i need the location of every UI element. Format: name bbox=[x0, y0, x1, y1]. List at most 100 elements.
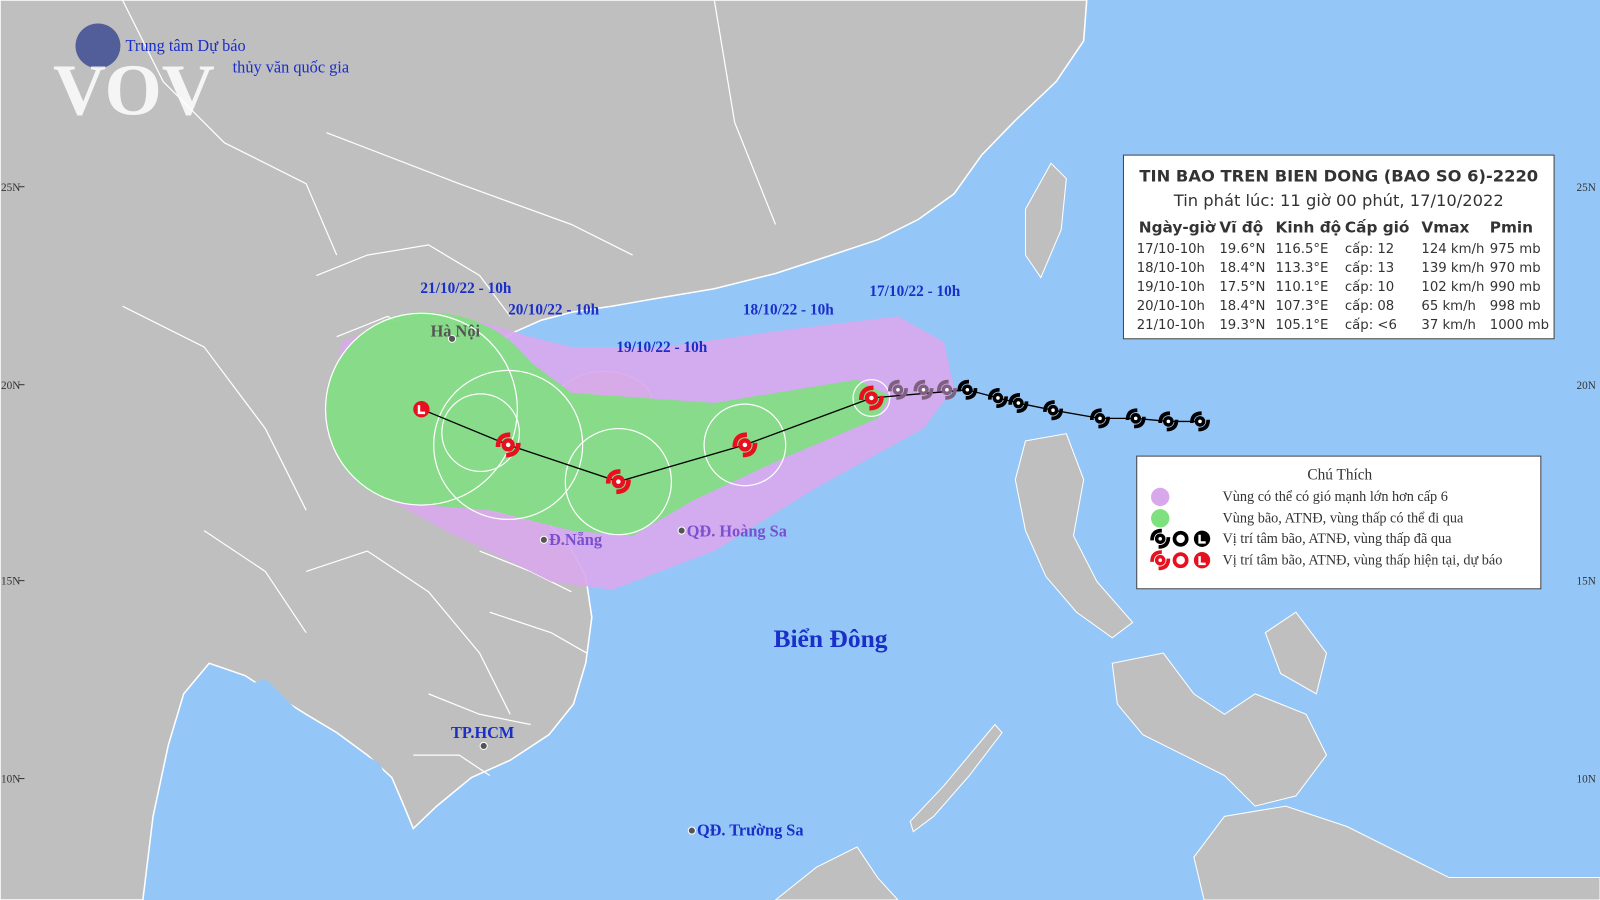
table-cell: 18/10-10h bbox=[1137, 261, 1205, 276]
legend-item: Vị trí tâm bão, ATNĐ, vùng thấp đã qua bbox=[1222, 531, 1452, 547]
track-label: 19/10/22 - 10h bbox=[616, 339, 707, 356]
radius-circle bbox=[441, 393, 520, 473]
table-cell: 110.1°E bbox=[1276, 280, 1329, 295]
storm-arm bbox=[732, 432, 758, 458]
watermark: VOV bbox=[53, 49, 215, 130]
table-cell: 37 km/h bbox=[1421, 318, 1476, 333]
depression-symbol bbox=[1172, 530, 1189, 547]
storm-eye bbox=[1198, 419, 1202, 424]
place-label: TP.HCM bbox=[451, 723, 514, 742]
track-label: 18/10/22 - 10h bbox=[743, 301, 834, 318]
philippines-south bbox=[1111, 611, 1600, 900]
storm-arm bbox=[1008, 393, 1029, 414]
storm-symbol bbox=[957, 379, 978, 400]
table-cell: 19.3°N bbox=[1219, 318, 1265, 333]
storm-symbol bbox=[913, 379, 934, 400]
table-cell: 139 km/h bbox=[1421, 261, 1484, 276]
storm-arm bbox=[1125, 408, 1146, 429]
info-issued: Tin phát lúc: 11 giờ 00 phút, 17/10/2022 bbox=[1173, 191, 1504, 210]
storm-arm bbox=[495, 432, 521, 458]
table-cell: 107.3°E bbox=[1276, 299, 1329, 314]
storm-symbol bbox=[987, 387, 1008, 408]
legend-items: Vùng có thể có gió mạnh lớn hơn cấp 6 Vùn… bbox=[1150, 487, 1502, 571]
map-labels: 21/10/22 - 10h 20/10/22 - 10h 19/10/22 - 1… bbox=[1, 182, 1596, 840]
table-cell: 124 km/h bbox=[1421, 242, 1484, 257]
storm-eye bbox=[1016, 401, 1021, 405]
latitude-label: 15N bbox=[1, 576, 20, 588]
track-label: 20/10/22 - 10h bbox=[508, 301, 599, 318]
table-cell: cấp: 10 bbox=[1345, 279, 1394, 295]
gulf-of-thailand bbox=[173, 678, 429, 900]
storm-eye bbox=[742, 442, 748, 448]
storm-arm bbox=[887, 379, 908, 400]
storm-eye bbox=[1166, 419, 1171, 424]
storm-eye bbox=[1133, 416, 1138, 421]
table-header: Vĩ độ bbox=[1219, 219, 1263, 237]
storm-symbol bbox=[1125, 408, 1146, 429]
taiwan bbox=[1025, 162, 1067, 279]
storm-eye bbox=[1051, 408, 1055, 412]
storm-symbols bbox=[413, 379, 1210, 495]
legend-item: Vùng bão, ATNĐ, vùng thấp có thể đi qua bbox=[1222, 510, 1464, 526]
org-line1: Trung tâm Dự báo bbox=[126, 36, 246, 55]
table-cell: cấp: <6 bbox=[1345, 317, 1397, 333]
storm-symbol bbox=[1090, 408, 1110, 429]
storm-eye bbox=[869, 395, 874, 401]
storm-symbol bbox=[936, 379, 957, 400]
table-cell: cấp: 08 bbox=[1345, 298, 1394, 314]
place-dot bbox=[687, 826, 696, 835]
track-label: 17/10/22 - 10h bbox=[869, 283, 960, 300]
table-cell: 102 km/h bbox=[1421, 280, 1484, 295]
place-dot bbox=[677, 526, 686, 535]
table-cell: 970 mb bbox=[1490, 261, 1541, 276]
storm-eye bbox=[505, 442, 511, 448]
storm-arm bbox=[1090, 408, 1110, 429]
table-header: Cấp gió bbox=[1345, 219, 1410, 237]
table-cell: 65 km/h bbox=[1421, 299, 1476, 314]
storm-symbol bbox=[1158, 411, 1179, 432]
place-label: Đ.Nẵng bbox=[549, 530, 602, 549]
storm-arm bbox=[1150, 528, 1171, 549]
table-cell: 1000 mb bbox=[1490, 318, 1549, 333]
storm-arm bbox=[605, 469, 631, 495]
storm-symbol bbox=[887, 379, 908, 400]
palawan bbox=[909, 723, 1003, 833]
storm-symbol bbox=[858, 385, 884, 411]
radius-circle bbox=[703, 403, 787, 487]
place-dot bbox=[447, 334, 457, 343]
storm-eye bbox=[1098, 416, 1102, 421]
storm-arm bbox=[1043, 400, 1064, 421]
sea-label: Biển Đông bbox=[773, 624, 887, 653]
table-header: Kinh độ bbox=[1276, 219, 1342, 237]
borneo bbox=[774, 846, 899, 900]
latitude-label: 25N bbox=[1, 182, 20, 194]
table-header: Pmin bbox=[1490, 219, 1533, 237]
place-dot bbox=[539, 535, 548, 544]
latitude-label: 10N bbox=[1577, 774, 1596, 786]
table-cell: 19.6°N bbox=[1219, 242, 1265, 257]
table-cell: cấp: 12 bbox=[1345, 241, 1394, 257]
storm-symbol bbox=[1008, 393, 1029, 414]
info-table: Ngày-giờ Vĩ độ Kinh độ Cấp gió Vmax Pmin 17/10… bbox=[1137, 219, 1549, 333]
storm-arm bbox=[1150, 550, 1171, 571]
table-cell: 998 mb bbox=[1490, 299, 1541, 314]
storm-symbol bbox=[1150, 550, 1171, 571]
storm-arm bbox=[936, 379, 957, 400]
storm-symbol bbox=[1190, 411, 1210, 432]
latitude-label: 15N bbox=[1577, 576, 1596, 588]
info-box-frame bbox=[1122, 154, 1555, 340]
storm-eye bbox=[945, 388, 949, 392]
storm-arm bbox=[1190, 411, 1210, 432]
table-cell: 17/10-10h bbox=[1137, 242, 1205, 257]
china-borders bbox=[121, 0, 777, 256]
logo: VOV Trung tâm Dự báo thủy văn quốc gia bbox=[53, 23, 350, 130]
storm-arm bbox=[987, 387, 1008, 408]
low-symbol bbox=[1193, 552, 1211, 569]
storm-eye bbox=[965, 388, 970, 392]
storm-symbol bbox=[1150, 528, 1171, 549]
org-line2: thủy văn quốc gia bbox=[233, 57, 350, 76]
storm-arm bbox=[913, 379, 934, 400]
radius-circle bbox=[564, 427, 673, 536]
storm-eye bbox=[896, 388, 900, 392]
low-symbol bbox=[413, 401, 430, 418]
